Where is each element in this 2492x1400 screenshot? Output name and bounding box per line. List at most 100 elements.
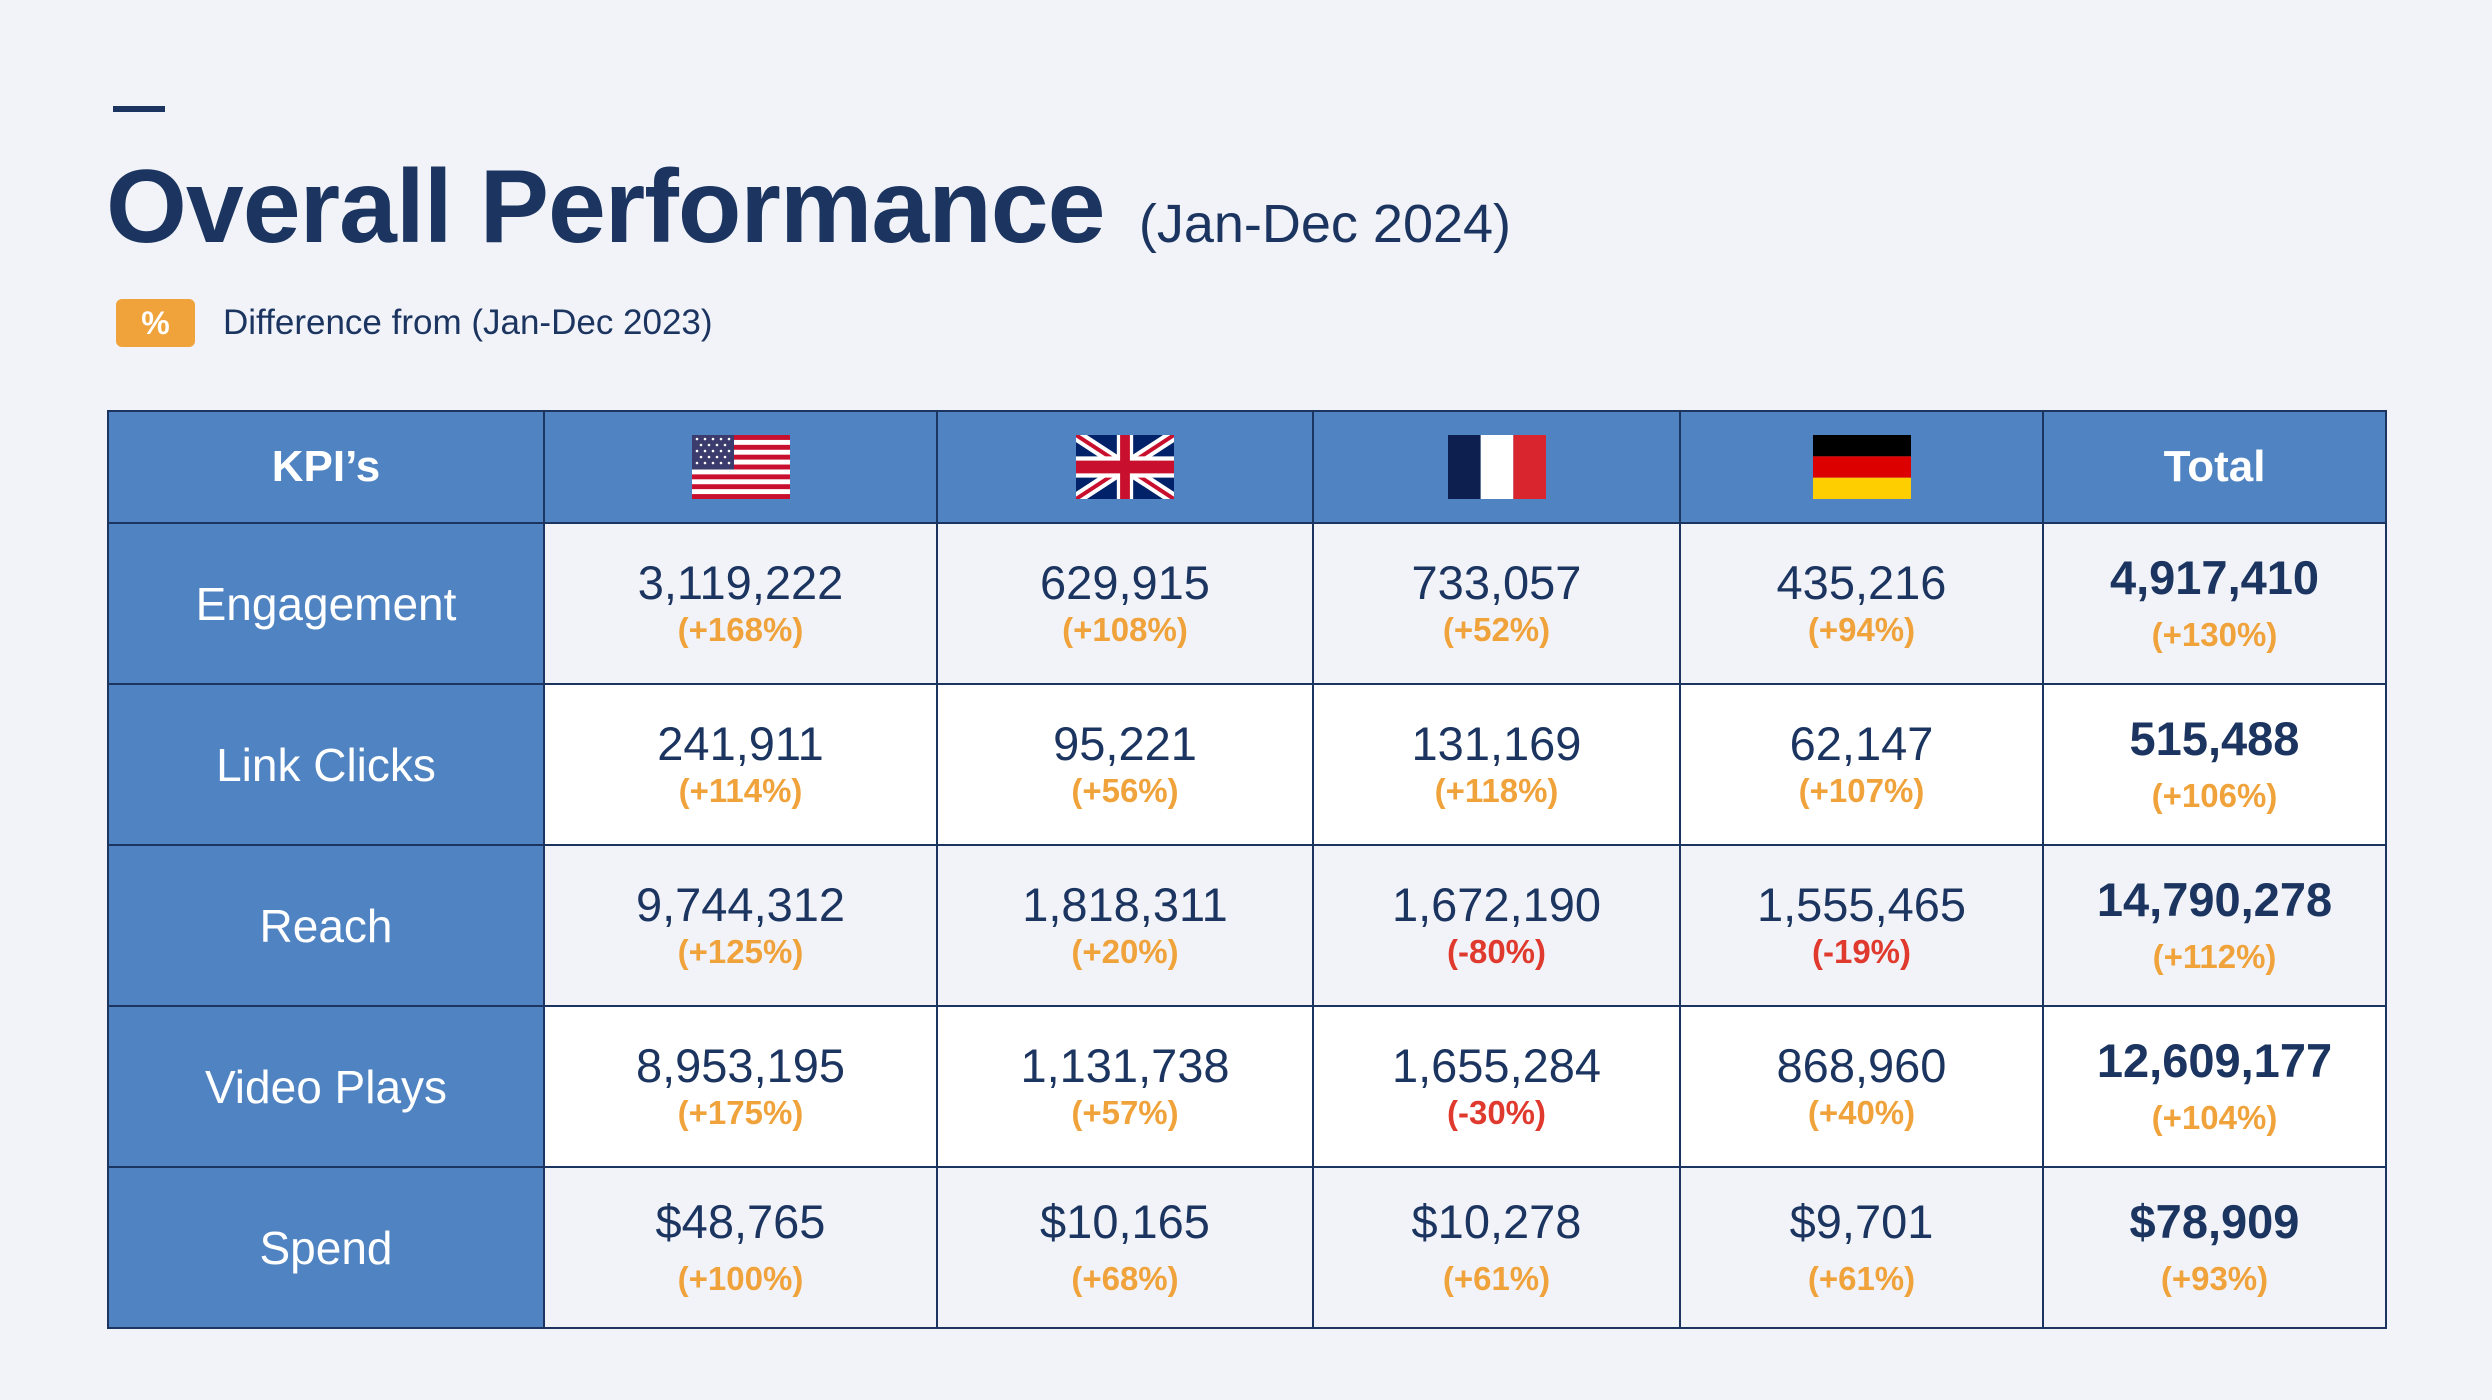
cell-value: 629,915 — [1040, 555, 1210, 609]
cell-value: 8,953,195 — [635, 1038, 846, 1092]
total-column-header: Total — [2042, 410, 2387, 524]
table-row: Video Plays 8,953,195 (+175%) 1,131,738 (+… — [107, 1005, 2387, 1168]
table-cell: 241,911 (+114%) — [543, 683, 938, 846]
cell-value: 1,555,465 — [1756, 877, 1967, 931]
percent-badge: % — [116, 299, 195, 347]
total-cell: 12,609,177 (+104%) — [2042, 1005, 2387, 1168]
cell-value: 95,221 — [1053, 716, 1197, 770]
kpi-label-video-plays: Video Plays — [107, 1005, 545, 1168]
cell-value: $10,278 — [1411, 1194, 1582, 1248]
table-cell: 3,119,222 (+168%) — [543, 522, 938, 685]
page-subtitle: (Jan-Dec 2024) — [1138, 194, 1512, 254]
total-change: (+93%) — [2160, 1260, 2269, 1298]
page-title: Overall Performance — [106, 149, 1105, 265]
total-value: 515,488 — [2129, 711, 2300, 765]
us-flag-icon — [691, 435, 790, 499]
cell-change: (+100%) — [677, 1260, 804, 1298]
table-cell: 1,131,738 (+57%) — [936, 1005, 1314, 1168]
cell-change: (+168%) — [677, 611, 804, 649]
cell-change: (+118%) — [1434, 772, 1559, 810]
total-value: $78,909 — [2129, 1194, 2300, 1248]
cell-value: 3,119,222 — [637, 555, 844, 609]
legend: % Difference from (Jan-Dec 2023) — [116, 299, 713, 347]
cell-change: (+94%) — [1807, 611, 1916, 649]
cell-value: 1,131,738 — [1020, 1038, 1230, 1092]
cell-value: 733,057 — [1411, 555, 1582, 609]
total-value: 12,609,177 — [2096, 1033, 2333, 1087]
cell-value: 241,911 — [657, 716, 824, 770]
cell-value: 131,169 — [1411, 716, 1582, 770]
cell-change: (-19%) — [1811, 933, 1912, 971]
total-value: 14,790,278 — [2096, 872, 2333, 926]
total-value: 4,917,410 — [2109, 550, 2320, 604]
cell-value: $9,701 — [1789, 1194, 1934, 1248]
cell-value: 1,818,311 — [1022, 877, 1228, 931]
table-cell: 9,744,312 (+125%) — [543, 844, 938, 1007]
table-row: Engagement 3,119,222 (+168%) 629,915 (+108… — [107, 522, 2387, 685]
total-change: (+104%) — [2151, 1099, 2278, 1137]
cell-change: (+20%) — [1071, 933, 1179, 971]
cell-change: (+107%) — [1798, 772, 1925, 810]
cell-value: 868,960 — [1776, 1038, 1947, 1092]
cell-change: (-30%) — [1446, 1094, 1547, 1132]
uk-flag-icon — [1076, 435, 1174, 499]
table-cell: 435,216 (+94%) — [1679, 522, 2044, 685]
cell-change: (+61%) — [1442, 1260, 1551, 1298]
cell-change: (-80%) — [1446, 933, 1547, 971]
cell-change: (+175%) — [677, 1094, 804, 1132]
cell-change: (+125%) — [677, 933, 804, 971]
table-cell: 733,057 (+52%) — [1312, 522, 1681, 685]
total-change: (+112%) — [2152, 938, 2277, 976]
cell-change: (+68%) — [1071, 1260, 1179, 1298]
total-cell: $78,909 (+93%) — [2042, 1166, 2387, 1329]
cell-change: (+40%) — [1807, 1094, 1916, 1132]
cell-change: (+56%) — [1071, 772, 1179, 810]
total-cell: 515,488 (+106%) — [2042, 683, 2387, 846]
cell-change: (+52%) — [1442, 611, 1551, 649]
cell-value: $48,765 — [655, 1194, 826, 1248]
table-cell: 95,221 (+56%) — [936, 683, 1314, 846]
uk-column-header — [936, 410, 1314, 524]
germany-column-header — [1679, 410, 2044, 524]
total-change: (+106%) — [2151, 777, 2278, 815]
table-row: Spend $48,765 (+100%) $10,165 (+68%) $10,2… — [107, 1166, 2387, 1329]
total-change: (+130%) — [2151, 616, 2278, 654]
cell-value: $10,165 — [1040, 1194, 1210, 1248]
table-cell: 1,555,465 (-19%) — [1679, 844, 2044, 1007]
table-header-row: KPI’s — [107, 410, 2387, 524]
table-row: Reach 9,744,312 (+125%) 1,818,311 (+20%) 1… — [107, 844, 2387, 1007]
cell-change: (+108%) — [1062, 611, 1188, 649]
cell-value: 9,744,312 — [635, 877, 846, 931]
cell-value: 62,147 — [1789, 716, 1934, 770]
kpi-label-link-clicks: Link Clicks — [107, 683, 545, 846]
total-cell: 14,790,278 (+112%) — [2042, 844, 2387, 1007]
table-cell: $10,165 (+68%) — [936, 1166, 1314, 1329]
kpi-label-spend: Spend — [107, 1166, 545, 1329]
kpi-label-engagement: Engagement — [107, 522, 545, 685]
table-cell: $10,278 (+61%) — [1312, 1166, 1681, 1329]
cell-value: 1,655,284 — [1391, 1038, 1602, 1092]
kpi-label-reach: Reach — [107, 844, 545, 1007]
table-cell: 62,147 (+107%) — [1679, 683, 2044, 846]
table-cell: 1,655,284 (-30%) — [1312, 1005, 1681, 1168]
table-row: Link Clicks 241,911 (+114%) 95,221 (+56%) … — [107, 683, 2387, 846]
kpi-table: KPI’s — [107, 410, 2387, 1329]
cell-change: (+57%) — [1071, 1094, 1179, 1132]
cell-value: 1,672,190 — [1391, 877, 1602, 931]
total-cell: 4,917,410 (+130%) — [2042, 522, 2387, 685]
france-column-header — [1312, 410, 1681, 524]
us-column-header — [543, 410, 938, 524]
kpi-column-header: KPI’s — [107, 410, 545, 524]
table-cell: 1,818,311 (+20%) — [936, 844, 1314, 1007]
table-cell: $48,765 (+100%) — [543, 1166, 938, 1329]
table-cell: 131,169 (+118%) — [1312, 683, 1681, 846]
germany-flag-icon — [1812, 435, 1911, 499]
france-flag-icon — [1447, 435, 1546, 499]
legend-text: Difference from (Jan-Dec 2023) — [223, 303, 713, 342]
table-cell: 868,960 (+40%) — [1679, 1005, 2044, 1168]
table-cell: $9,701 (+61%) — [1679, 1166, 2044, 1329]
accent-dash — [113, 106, 165, 112]
table-cell: 629,915 (+108%) — [936, 522, 1314, 685]
table-cell: 1,672,190 (-80%) — [1312, 844, 1681, 1007]
page-title-row: Overall Performance (Jan-Dec 2024) — [106, 148, 1511, 267]
